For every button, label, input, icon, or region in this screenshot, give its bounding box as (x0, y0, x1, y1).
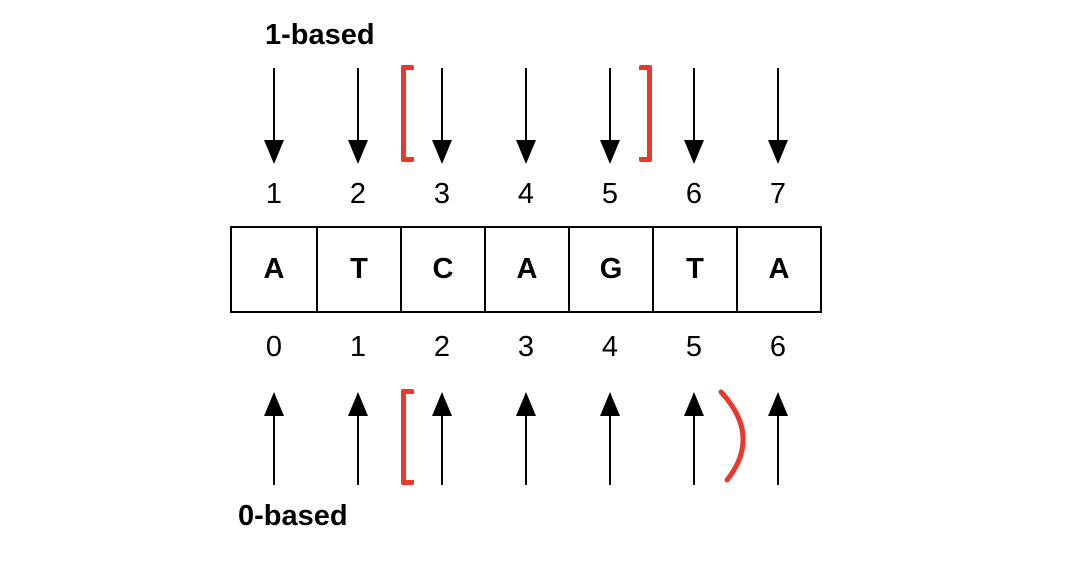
arrow-head (600, 392, 620, 416)
up-arrow-icon (484, 392, 568, 485)
sequence-cell: T (652, 228, 736, 311)
arrow-head (684, 392, 704, 416)
down-arrow-icon (232, 68, 316, 164)
bottom-axis-number: 6 (769, 331, 787, 363)
top-axis-number: 2 (349, 178, 367, 210)
up-arrow-icon (400, 392, 484, 485)
top-axis-number: 1 (265, 178, 283, 210)
down-arrow-icon (736, 68, 820, 164)
down-arrow-icon (652, 68, 736, 164)
bottom-axis-number: 0 (265, 331, 283, 363)
open-square-bracket-icon (401, 65, 414, 162)
arrow-head (432, 140, 452, 164)
up-arrow-icon (316, 392, 400, 485)
sequence-cell: A (736, 228, 820, 311)
one-based-label: 1-based (265, 19, 375, 51)
arrow-shaft (777, 68, 779, 140)
arrow-shaft (609, 68, 611, 140)
arrow-shaft (357, 416, 359, 485)
arrow-head (516, 140, 536, 164)
bottom-axis-number: 3 (517, 331, 535, 363)
up-arrow-icon (652, 392, 736, 485)
down-arrow-icon (568, 68, 652, 164)
sequence-cell: G (568, 228, 652, 311)
up-arrow-icon (736, 392, 820, 485)
arrow-head (264, 140, 284, 164)
arrow-head (516, 392, 536, 416)
sequence-cell: C (400, 228, 484, 311)
open-square-bracket-icon (401, 389, 414, 485)
down-arrow-icon (400, 68, 484, 164)
close-square-bracket-icon (639, 65, 652, 162)
arrow-shaft (693, 416, 695, 485)
sequence-cell: T (316, 228, 400, 311)
top-axis-number: 6 (685, 178, 703, 210)
arrow-head (348, 392, 368, 416)
arrow-shaft (777, 416, 779, 485)
arrow-shaft (525, 416, 527, 485)
up-arrow-icon (568, 392, 652, 485)
arrow-shaft (273, 68, 275, 140)
arrow-head (684, 140, 704, 164)
down-arrow-icon (316, 68, 400, 164)
top-axis-number: 7 (769, 178, 787, 210)
close-parenthesis-icon (714, 388, 750, 484)
arrow-shaft (525, 68, 527, 140)
top-axis-number: 5 (601, 178, 619, 210)
sequence-boxes: A T C A G T A (230, 226, 822, 313)
zero-based-label: 0-based (238, 500, 348, 532)
arrow-head (600, 140, 620, 164)
down-arrow-icon (484, 68, 568, 164)
sequence-cell: A (263, 253, 285, 285)
arrow-head (348, 140, 368, 164)
arrow-head (432, 392, 452, 416)
bottom-axis-number: 2 (433, 331, 451, 363)
arrow-head (768, 140, 788, 164)
bottom-axis-number: 4 (601, 331, 619, 363)
up-arrow-icon (232, 392, 316, 485)
bottom-axis-number: 1 (349, 331, 367, 363)
arrow-shaft (693, 68, 695, 140)
top-axis-number: 4 (517, 178, 535, 210)
arrow-shaft (441, 68, 443, 140)
sequence-cell: A (484, 228, 568, 311)
arrow-shaft (441, 416, 443, 485)
arrow-head (264, 392, 284, 416)
arrow-shaft (357, 68, 359, 140)
arrow-head (768, 392, 788, 416)
arrow-shaft (609, 416, 611, 485)
bottom-axis-number: 5 (685, 331, 703, 363)
top-axis-number: 3 (433, 178, 451, 210)
arrow-shaft (273, 416, 275, 485)
